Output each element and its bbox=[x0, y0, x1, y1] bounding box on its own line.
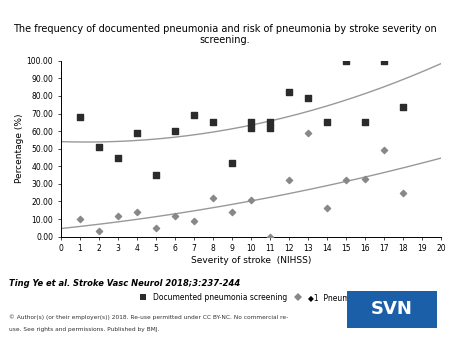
Point bbox=[342, 58, 350, 64]
Point bbox=[285, 178, 292, 183]
Legend: Documented pneumonia screening, ◆1  Pneumonia: Documented pneumonia screening, ◆1 Pneum… bbox=[132, 290, 369, 305]
Point bbox=[152, 225, 159, 231]
X-axis label: Severity of stroke  (NIHSS): Severity of stroke (NIHSS) bbox=[191, 256, 311, 265]
Text: © Author(s) (or their employer(s)) 2018. Re-use permitted under CC BY-NC. No com: © Author(s) (or their employer(s)) 2018.… bbox=[9, 315, 288, 320]
Point bbox=[228, 160, 235, 166]
Text: The frequency of documented pneumonia and risk of pneumonia by stroke severity o: The frequency of documented pneumonia an… bbox=[13, 24, 437, 45]
Point bbox=[228, 209, 235, 215]
Point bbox=[171, 128, 178, 134]
Point bbox=[190, 218, 198, 223]
Point bbox=[400, 104, 407, 109]
Point bbox=[209, 120, 216, 125]
Point bbox=[76, 114, 83, 120]
Point bbox=[323, 206, 330, 211]
Point bbox=[342, 178, 350, 183]
Point bbox=[285, 90, 292, 95]
Point bbox=[152, 172, 159, 178]
Point bbox=[266, 125, 274, 130]
Point bbox=[361, 176, 369, 181]
Point bbox=[95, 228, 103, 234]
Point bbox=[304, 95, 311, 100]
Point bbox=[114, 155, 122, 160]
Text: SVN: SVN bbox=[370, 300, 413, 318]
Point bbox=[133, 130, 140, 136]
Point bbox=[171, 213, 178, 218]
Point bbox=[248, 125, 255, 130]
Point bbox=[248, 197, 255, 202]
Point bbox=[304, 130, 311, 136]
Point bbox=[266, 234, 274, 239]
Point bbox=[380, 58, 387, 64]
Text: use. See rights and permissions. Published by BMJ.: use. See rights and permissions. Publish… bbox=[9, 327, 159, 332]
Text: Ting Ye et al. Stroke Vasc Neurol 2018;3:237-244: Ting Ye et al. Stroke Vasc Neurol 2018;3… bbox=[9, 279, 240, 288]
Point bbox=[76, 216, 83, 222]
Point bbox=[361, 120, 369, 125]
Point bbox=[114, 213, 122, 218]
Point bbox=[248, 120, 255, 125]
Point bbox=[95, 144, 103, 150]
Point bbox=[209, 195, 216, 201]
Point bbox=[190, 113, 198, 118]
Point bbox=[380, 148, 387, 153]
Point bbox=[323, 120, 330, 125]
Point bbox=[133, 209, 140, 215]
Point bbox=[400, 190, 407, 195]
Point bbox=[266, 120, 274, 125]
Y-axis label: Percentage (%): Percentage (%) bbox=[15, 114, 24, 184]
